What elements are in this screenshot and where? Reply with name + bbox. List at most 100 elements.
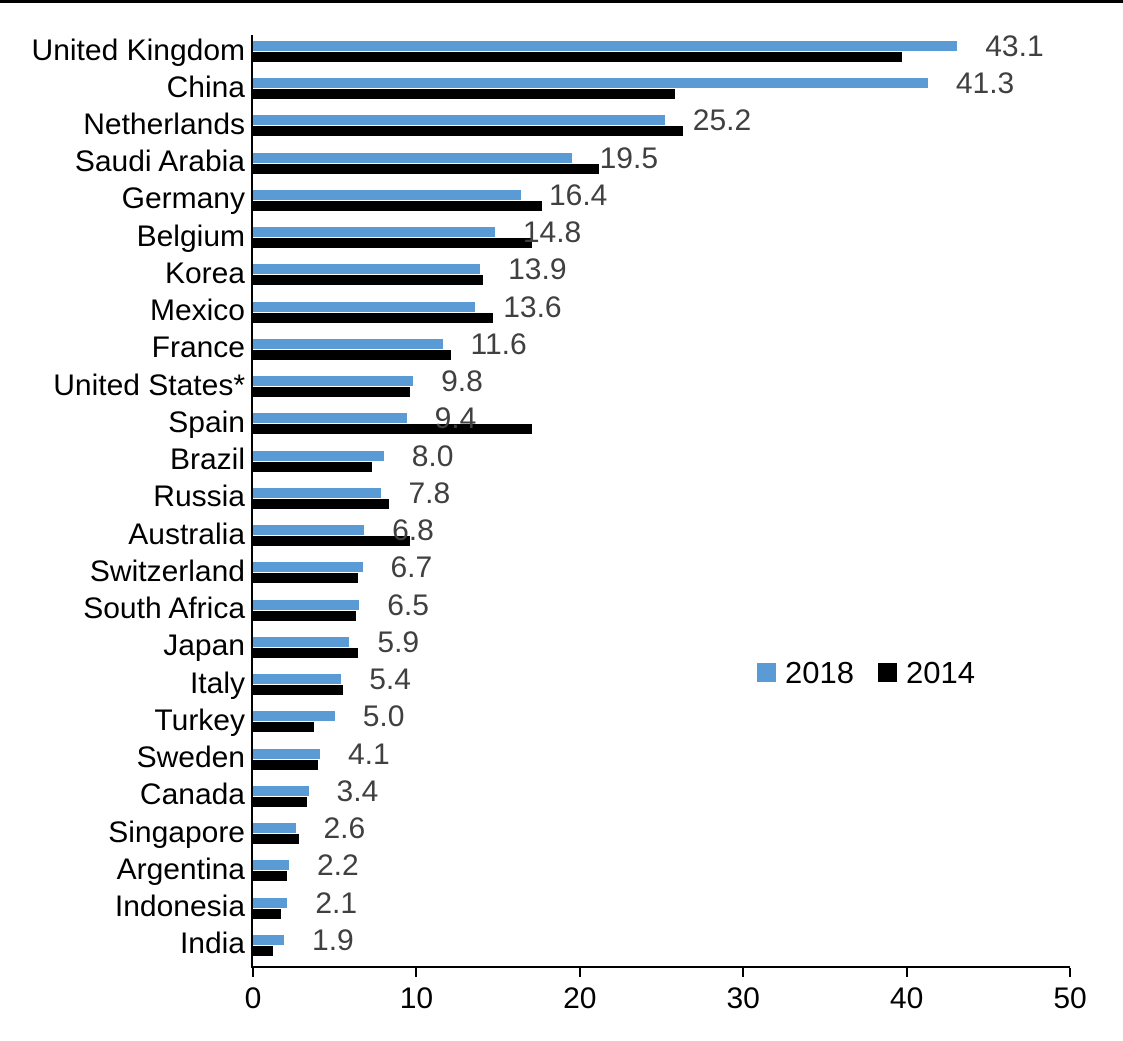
bar-2018-canada	[253, 785, 309, 796]
value-label-australia: 6.8	[392, 514, 434, 548]
x-axis-tick-30	[742, 968, 745, 977]
category-label-sweden: Sweden	[136, 741, 245, 775]
category-label-netherlands: Netherlands	[83, 107, 245, 141]
value-label-italy: 5.4	[369, 663, 411, 697]
x-axis-tick-0	[252, 968, 254, 977]
category-label-germany: Germany	[121, 182, 245, 216]
bar-2014-south-africa	[253, 610, 356, 621]
x-axis-tick-label-40: 40	[889, 982, 924, 1015]
bar-row-brazil: 8.0	[253, 439, 1070, 483]
category-label-korea: Korea	[164, 256, 245, 290]
bar-2018-brazil	[253, 450, 384, 461]
category-label-france: France	[151, 331, 245, 365]
x-axis-tick-label-50: 50	[1053, 982, 1087, 1015]
legend-label-2014: 2014	[905, 655, 975, 690]
category-label-japan: Japan	[163, 629, 245, 663]
bar-2018-indonesia	[253, 897, 288, 908]
bar-2014-korea	[253, 275, 484, 286]
bar-2014-united-states	[253, 387, 410, 398]
x-axis-tick-10	[415, 968, 418, 977]
bar-2014-russia	[253, 498, 389, 509]
bar-row-korea: 13.9	[253, 255, 1070, 296]
value-label-indonesia: 2.1	[315, 886, 358, 920]
bar-2014-india	[253, 945, 273, 956]
x-axis-tick-40	[905, 968, 908, 977]
bar-2018-germany	[253, 189, 521, 200]
bar-row-china: 41.3	[253, 67, 1070, 110]
value-label-singapore: 2.6	[323, 812, 366, 846]
x-axis-tick-label-20: 20	[563, 982, 597, 1015]
value-label-sweden: 4.1	[347, 737, 390, 771]
legend-swatch-2018-icon	[757, 663, 776, 682]
bar-2014-china	[253, 89, 675, 100]
plot-area: 43.1 41.3 25.2 19.5 16.4 14.8 13.9 13.6 11.6 9.8 9…	[245, 32, 1087, 1016]
category-labels-column: United Kingdom China Netherlands Saudi Arab…	[0, 34, 245, 966]
category-label-turkey: Turkey	[154, 703, 245, 737]
value-label-turkey: 5.0	[362, 700, 405, 734]
x-axis-line	[251, 966, 1070, 968]
value-label-france: 11.6	[470, 327, 527, 361]
bar-2018-spain	[253, 413, 407, 424]
bar-2018-india	[253, 934, 284, 945]
bar-2014-spain	[253, 424, 533, 435]
bar-row-italy: 5.4	[253, 663, 1070, 706]
legend-item-2018: 2018	[757, 657, 854, 688]
value-label-south-africa: 6.5	[387, 588, 429, 622]
bar-2014-brazil	[253, 461, 373, 472]
bar-2014-sweden	[253, 759, 319, 770]
bar-2018-singapore	[253, 823, 296, 834]
bar-row-france: 11.6	[253, 327, 1070, 371]
bar-row-belgium: 14.8	[253, 218, 1070, 259]
legend: 2018 2014	[757, 655, 975, 690]
bar-2014-japan	[253, 647, 358, 658]
category-label-south-africa: South Africa	[83, 592, 245, 626]
category-label-saudi-arabia: Saudi Arabia	[74, 145, 245, 179]
bar-row-singapore: 2.6	[253, 812, 1070, 855]
category-label-united-states: United States*	[53, 368, 245, 402]
bar-2018-korea	[253, 264, 481, 275]
bar-row-south-africa: 6.5	[253, 588, 1070, 632]
bar-row-turkey: 5.0	[253, 700, 1070, 743]
bar-2014-singapore	[253, 834, 299, 845]
bar-2018-italy	[253, 674, 342, 685]
bar-row-japan: 5.9	[253, 627, 1070, 669]
legend-swatch-2014-icon	[877, 663, 897, 682]
bar-2014-switzerland	[253, 573, 358, 584]
bar-2014-germany	[253, 200, 543, 211]
value-label-netherlands: 25.2	[692, 104, 752, 138]
x-axis-tick-50	[1069, 968, 1071, 977]
value-label-canada: 3.4	[336, 774, 379, 808]
bar-2014-netherlands	[253, 126, 683, 137]
category-label-italy: Italy	[189, 666, 245, 700]
bar-row-spain: 9.4	[253, 402, 1070, 445]
category-label-singapore: Singapore	[108, 815, 245, 849]
bar-2014-italy	[253, 685, 343, 696]
bar-row-russia: 7.8	[253, 476, 1070, 520]
category-label-argentina: Argentina	[116, 852, 245, 886]
x-axis-tick-label-10: 10	[399, 982, 434, 1015]
value-label-argentina: 2.2	[316, 849, 359, 883]
bar-2018-australia	[253, 525, 365, 536]
bar-row-india: 1.9	[253, 925, 1070, 967]
value-label-brazil: 8.0	[411, 439, 454, 473]
bar-row-germany: 16.4	[253, 180, 1070, 222]
bar-2018-russia	[253, 487, 381, 498]
bar-2018-turkey	[253, 711, 335, 722]
bar-2018-south-africa	[253, 599, 360, 610]
bar-2014-mexico	[253, 312, 494, 323]
category-label-brazil: Brazil	[169, 443, 245, 477]
value-label-spain: 9.4	[434, 402, 477, 436]
bar-row-united-kingdom: 43.1	[253, 32, 1070, 73]
bar-row-saudi-arabia: 19.5	[253, 143, 1070, 185]
value-label-mexico: 13.6	[503, 290, 562, 324]
bar-row-switzerland: 6.7	[253, 551, 1070, 594]
value-label-russia: 7.8	[408, 476, 451, 510]
bar-2018-france	[253, 338, 443, 349]
bar-2014-united-kingdom	[253, 52, 902, 62]
bar-row-netherlands: 25.2	[253, 104, 1070, 147]
value-label-switzerland: 6.7	[390, 551, 433, 585]
bar-2018-switzerland	[253, 562, 363, 573]
value-label-china: 41.3	[955, 67, 1015, 101]
category-label-spain: Spain	[168, 405, 245, 439]
bar-2014-france	[253, 349, 451, 360]
